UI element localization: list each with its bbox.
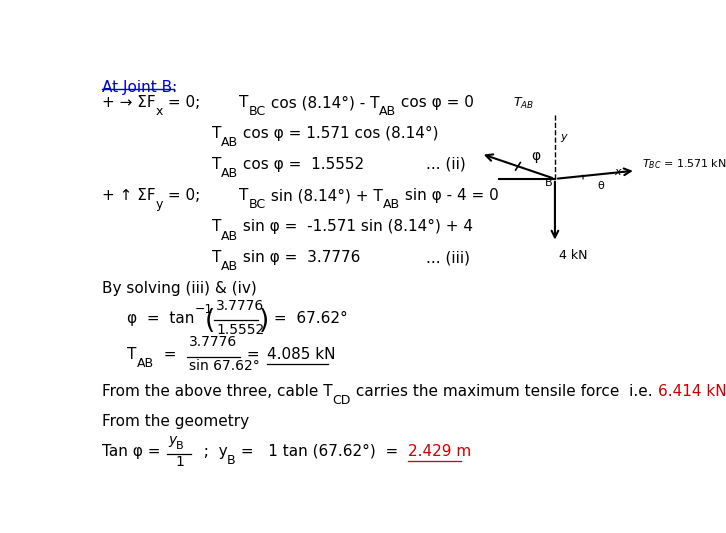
Text: cos φ = 1.571 cos (8.14°): cos φ = 1.571 cos (8.14°) [238,126,439,141]
Text: x: x [155,105,163,118]
Text: ... (iii): ... (iii) [425,250,470,265]
Text: =   1 tan (67.62°)  =: = 1 tan (67.62°) = [236,444,408,459]
Text: cos (8.14°) - T: cos (8.14°) - T [266,95,379,110]
Text: AB: AB [221,230,238,243]
Text: ): ) [259,308,269,334]
Text: cos φ = 0: cos φ = 0 [396,95,474,110]
Text: At Joint B:: At Joint B: [102,80,177,95]
Text: −1: −1 [195,303,213,317]
Text: CD: CD [333,394,351,407]
Text: 6.414 kN: 6.414 kN [658,384,726,399]
Text: sin (8.14°) + T: sin (8.14°) + T [266,188,383,203]
Text: AB: AB [221,261,238,273]
Text: x: x [614,167,621,177]
Text: + ↑ ΣF: + ↑ ΣF [102,188,155,203]
Text: T: T [212,220,221,235]
Text: y: y [155,198,163,212]
Text: cos φ =  1.5552: cos φ = 1.5552 [238,157,364,172]
Text: 3.7776: 3.7776 [189,335,237,349]
Text: T: T [200,188,248,203]
Text: φ  =  tan: φ = tan [127,311,195,326]
Text: From the above three, cable T: From the above three, cable T [102,384,333,399]
Text: T: T [212,157,221,172]
Text: = 0;: = 0; [163,188,200,203]
Text: By solving (iii) & (iv): By solving (iii) & (iv) [102,280,257,296]
Text: 1: 1 [175,455,184,469]
Text: θ: θ [597,181,604,191]
Text: =: = [154,346,186,361]
Text: =  67.62°: = 67.62° [269,311,348,326]
Text: B: B [227,454,236,467]
Text: ... (ii): ... (ii) [425,157,465,172]
Text: sin φ =  3.7776: sin φ = 3.7776 [238,250,361,265]
Text: sin 67.62°: sin 67.62° [189,359,260,373]
Text: y: y [168,433,176,447]
Text: From the geometry: From the geometry [102,414,249,429]
Text: AB: AB [379,105,396,118]
Text: $T_{BC}$ = 1.571 kN: $T_{BC}$ = 1.571 kN [642,158,726,172]
Text: y: y [560,132,567,142]
Text: AB: AB [136,357,154,370]
Text: + → ΣF: + → ΣF [102,95,155,110]
Text: (: ( [204,308,214,334]
Text: 2.429 m: 2.429 m [408,444,471,459]
Text: sin φ - 4 = 0: sin φ - 4 = 0 [399,188,498,203]
Text: T: T [127,346,136,361]
Text: BC: BC [248,105,266,118]
Text: = 0;: = 0; [163,95,200,110]
Text: 4.085 kN: 4.085 kN [267,346,335,361]
Text: AB: AB [383,198,399,212]
Text: B: B [544,178,552,188]
Text: AB: AB [221,136,238,149]
Text: T: T [200,95,248,110]
Text: =: = [242,346,270,361]
Text: AB: AB [221,167,238,180]
Text: T: T [212,126,221,141]
Text: φ: φ [531,149,540,163]
Text: $T_{AB}$: $T_{AB}$ [513,96,534,111]
Text: ;  y: ; y [194,444,227,459]
Text: BC: BC [248,198,266,212]
Text: sin φ =  -1.571 sin (8.14°) + 4: sin φ = -1.571 sin (8.14°) + 4 [238,220,473,235]
Text: 1.5552: 1.5552 [216,323,264,337]
Text: B: B [176,440,183,450]
Text: 3.7776: 3.7776 [216,299,264,313]
Text: 4 kN: 4 kN [560,248,588,262]
Text: Tan φ =: Tan φ = [102,444,166,459]
Text: carries the maximum tensile force  i.e.: carries the maximum tensile force i.e. [351,384,658,399]
Text: T: T [212,250,221,265]
